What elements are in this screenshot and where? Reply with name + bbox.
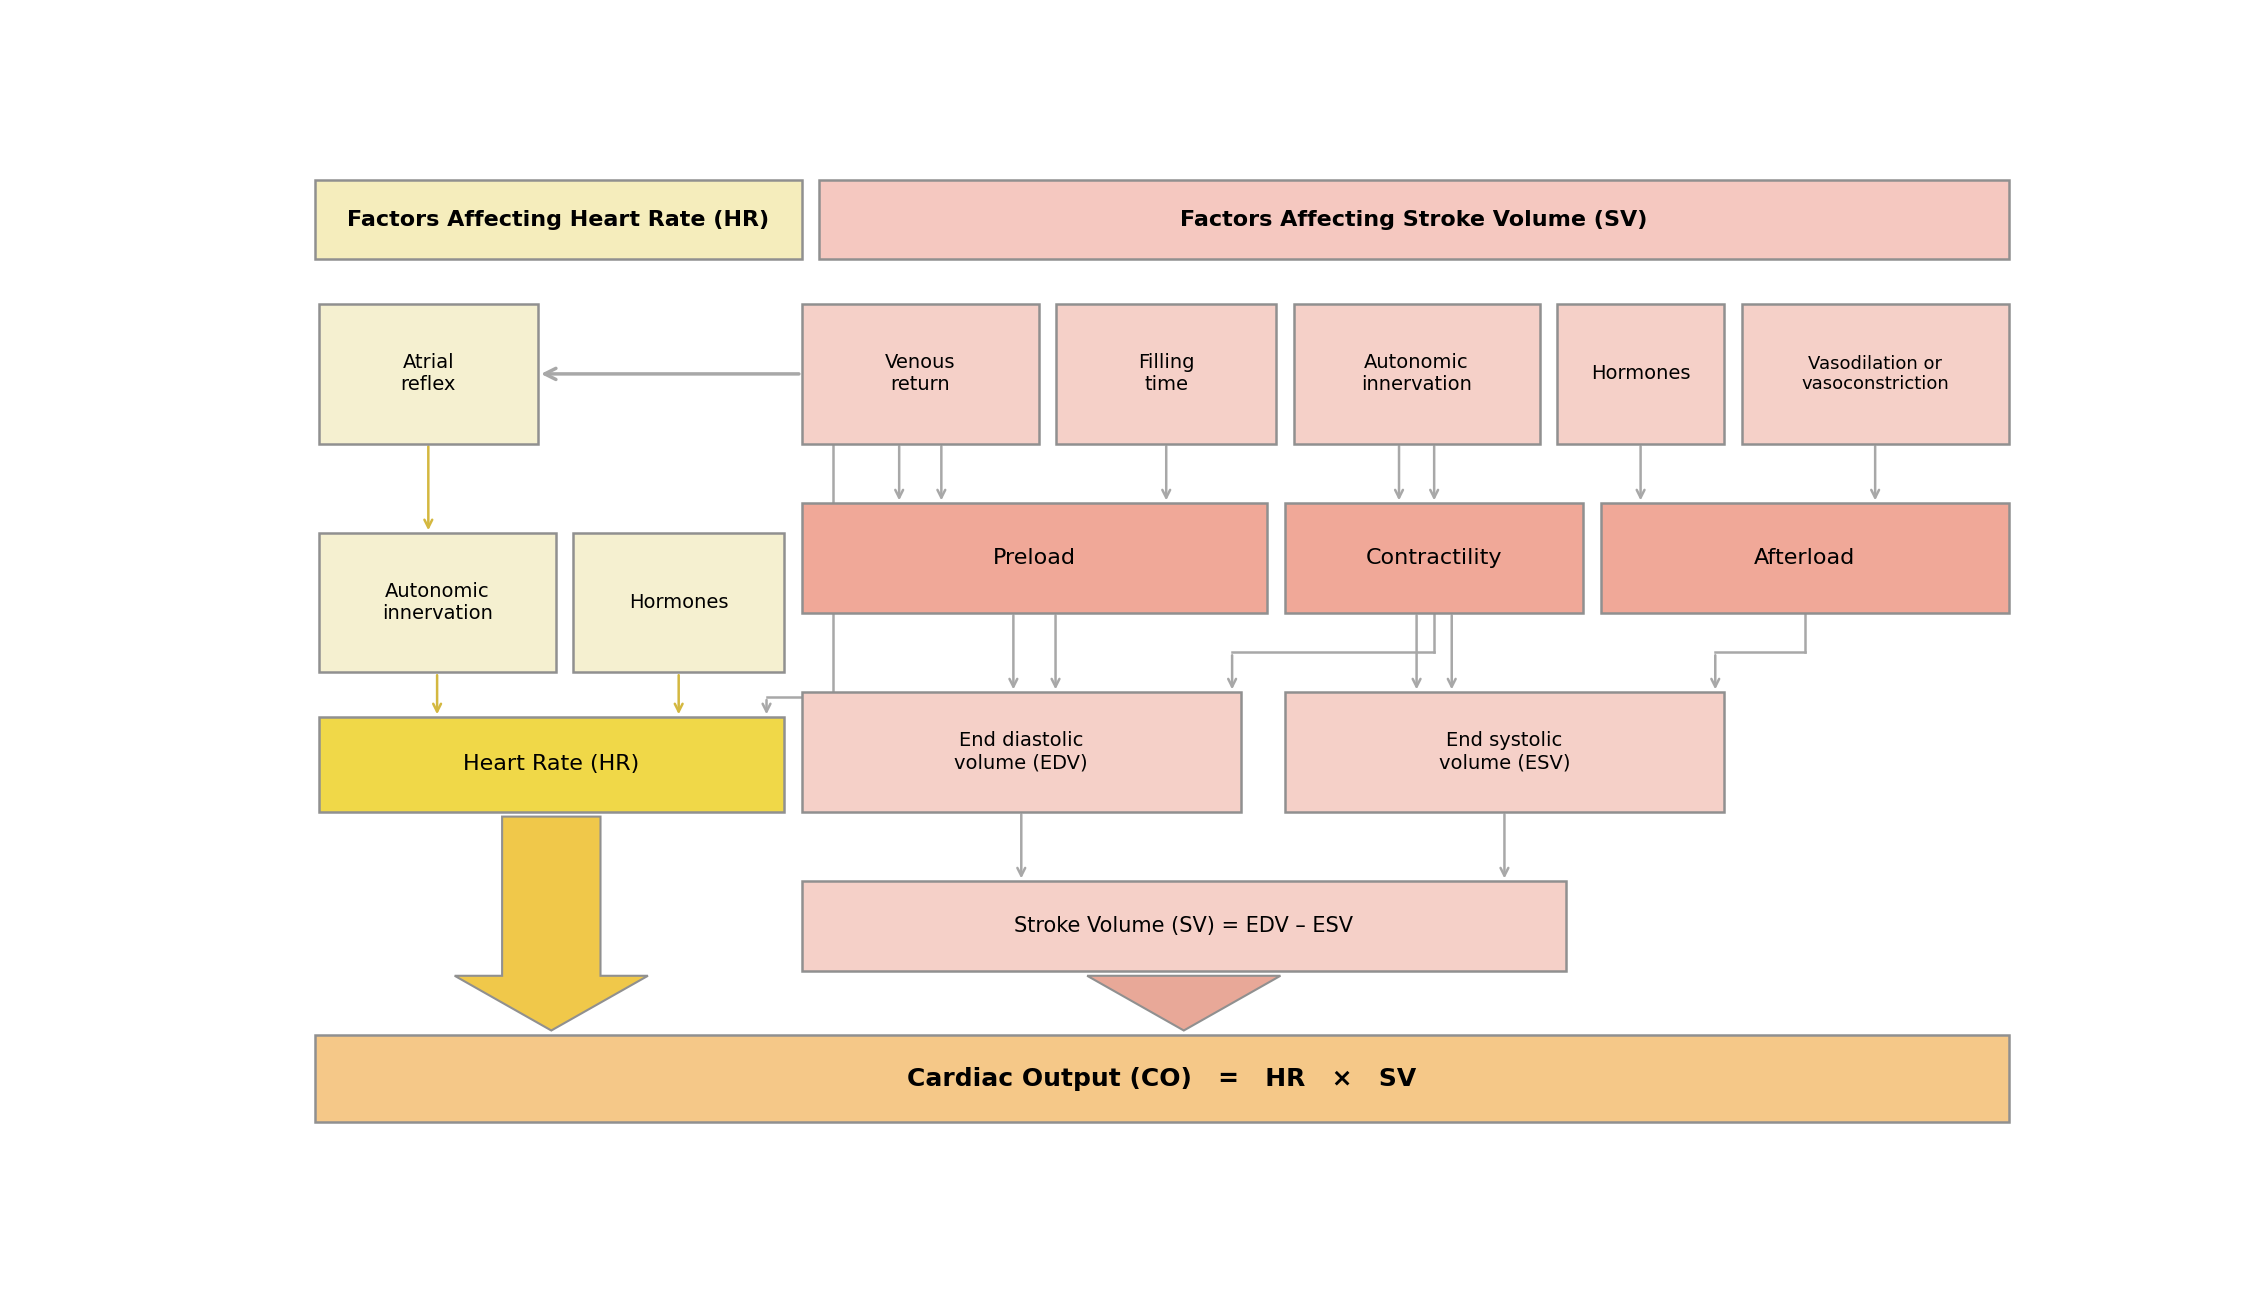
FancyBboxPatch shape <box>803 304 1038 443</box>
Text: Autonomic
innervation: Autonomic innervation <box>1360 354 1471 394</box>
FancyBboxPatch shape <box>317 717 784 811</box>
FancyBboxPatch shape <box>1285 693 1723 811</box>
FancyBboxPatch shape <box>1285 503 1582 612</box>
Text: Factors Affecting Heart Rate (HR): Factors Affecting Heart Rate (HR) <box>347 209 769 230</box>
FancyBboxPatch shape <box>317 534 555 672</box>
Polygon shape <box>1088 975 1281 1031</box>
FancyBboxPatch shape <box>803 503 1267 612</box>
FancyBboxPatch shape <box>1741 304 2009 443</box>
Text: Cardiac Output (CO)   =   HR   ×   SV: Cardiac Output (CO) = HR × SV <box>907 1067 1417 1090</box>
Text: Autonomic
innervation: Autonomic innervation <box>381 583 492 623</box>
FancyBboxPatch shape <box>315 1035 2009 1121</box>
Text: Afterload: Afterload <box>1755 548 1854 568</box>
Text: Heart Rate (HR): Heart Rate (HR) <box>462 755 639 774</box>
FancyBboxPatch shape <box>818 180 2009 260</box>
Text: Preload: Preload <box>993 548 1077 568</box>
Text: Factors Affecting Stroke Volume (SV): Factors Affecting Stroke Volume (SV) <box>1181 209 1648 230</box>
Text: Vasodilation or
vasoconstriction: Vasodilation or vasoconstriction <box>1802 354 1950 393</box>
Text: Hormones: Hormones <box>628 593 728 612</box>
Text: Filling
time: Filling time <box>1138 354 1195 394</box>
FancyBboxPatch shape <box>1294 304 1539 443</box>
FancyBboxPatch shape <box>317 304 537 443</box>
Text: Venous
return: Venous return <box>884 354 954 394</box>
Text: End diastolic
volume (EDV): End diastolic volume (EDV) <box>954 731 1088 773</box>
FancyBboxPatch shape <box>1557 304 1723 443</box>
Text: Hormones: Hormones <box>1591 364 1691 384</box>
Text: Stroke Volume (SV) = EDV – ESV: Stroke Volume (SV) = EDV – ESV <box>1013 916 1353 935</box>
FancyBboxPatch shape <box>803 693 1240 811</box>
FancyBboxPatch shape <box>574 534 784 672</box>
FancyBboxPatch shape <box>315 180 803 260</box>
FancyBboxPatch shape <box>1601 503 2009 612</box>
FancyBboxPatch shape <box>1056 304 1276 443</box>
Text: Contractility: Contractility <box>1367 548 1503 568</box>
Text: Atrial
reflex: Atrial reflex <box>401 354 456 394</box>
FancyBboxPatch shape <box>803 881 1566 970</box>
Polygon shape <box>456 817 648 1031</box>
Text: End systolic
volume (ESV): End systolic volume (ESV) <box>1440 731 1571 773</box>
